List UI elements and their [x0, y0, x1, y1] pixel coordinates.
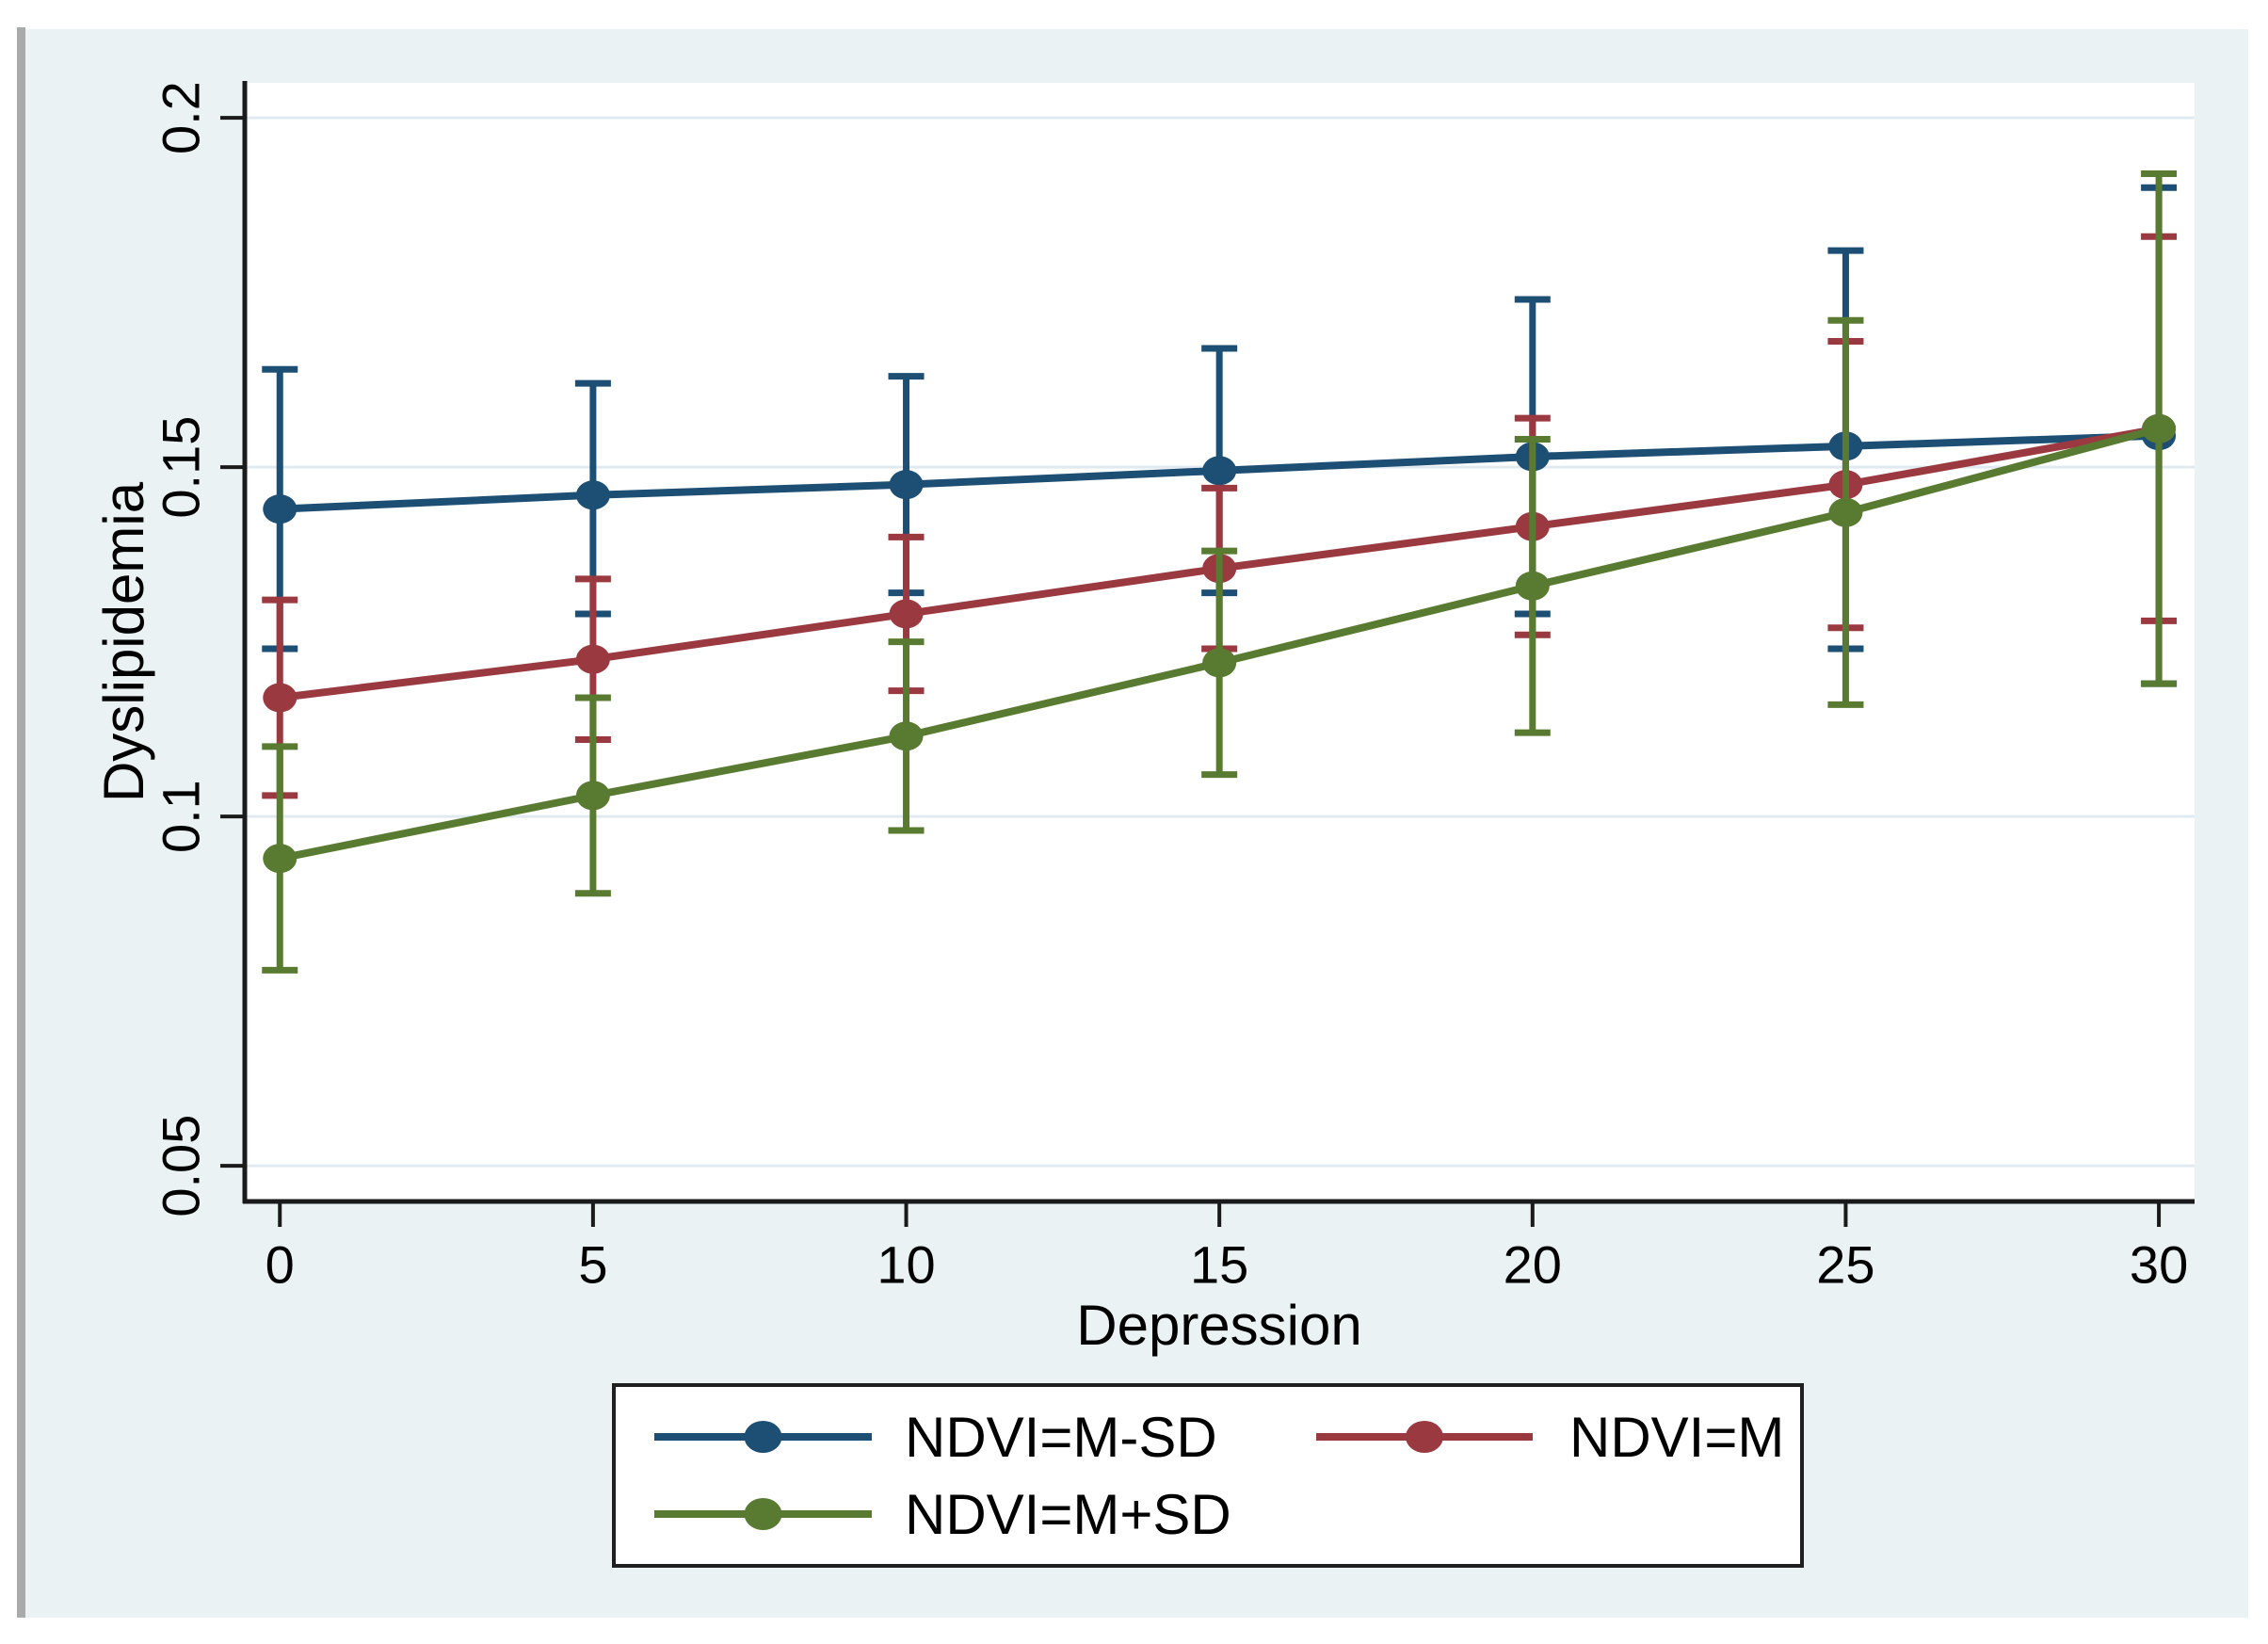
- legend: NDVI=M-SD NDVI=M NDVI=M+SD: [612, 1383, 1804, 1568]
- x-tick-label: 25: [1816, 1235, 1874, 1295]
- x-tick-label: 10: [877, 1235, 935, 1295]
- y-tick-label: 0.2: [152, 81, 211, 154]
- legend-marker: [1406, 1421, 1443, 1453]
- data-point: [575, 781, 610, 811]
- y-tick-label: 0.05: [152, 1115, 211, 1217]
- x-tick-label: 0: [265, 1235, 295, 1295]
- y-tick-label-group: 0.1: [152, 780, 211, 853]
- x-axis-title: Depression: [1076, 1294, 1362, 1357]
- y-axis-title: Dyslipidemia: [92, 481, 155, 802]
- x-tick-label: 5: [578, 1235, 607, 1295]
- axes: 0.05 0.1 0.15 0.2 0 5 10 15 20 25 30: [152, 81, 2195, 1295]
- data-point: [2142, 413, 2177, 443]
- y-tick-label-group: 0.2: [152, 81, 211, 154]
- legend-label: NDVI=M-SD: [905, 1406, 1217, 1469]
- data-point: [1202, 648, 1237, 678]
- data-point: [263, 683, 298, 713]
- y-tick-label: 0.1: [152, 780, 211, 853]
- y-tick-label: 0.15: [152, 416, 211, 519]
- data-point: [575, 480, 610, 510]
- y-tick-label-group: 0.05: [152, 1115, 211, 1217]
- x-tick-label: 15: [1190, 1235, 1248, 1295]
- data-point: [889, 470, 924, 500]
- series-ndvi-m-sd: [262, 169, 2178, 974]
- data-point: [263, 844, 298, 874]
- y-tick-label-group: 0.15: [152, 416, 211, 519]
- data-point: [263, 494, 298, 524]
- data-point: [1828, 497, 1863, 527]
- data-point: [1515, 571, 1550, 601]
- legend-label: NDVI=M: [1569, 1406, 1784, 1469]
- data-point: [575, 644, 610, 674]
- x-tick-label: 20: [1504, 1235, 1562, 1295]
- data-point: [1202, 456, 1237, 486]
- legend-marker: [744, 1498, 782, 1530]
- legend-item: NDVI=M+SD: [654, 1483, 1231, 1546]
- legend-item: NDVI=M: [1316, 1406, 1784, 1469]
- data-point: [889, 599, 924, 629]
- legend-marker: [744, 1421, 782, 1453]
- legend-box: [612, 1383, 1804, 1568]
- left-edge-divider: [17, 27, 25, 1618]
- data-point: [889, 721, 924, 751]
- legend-label: NDVI=M+SD: [905, 1483, 1231, 1546]
- legend-item: NDVI=M-SD: [654, 1406, 1217, 1469]
- x-tick-label: 30: [2130, 1235, 2188, 1295]
